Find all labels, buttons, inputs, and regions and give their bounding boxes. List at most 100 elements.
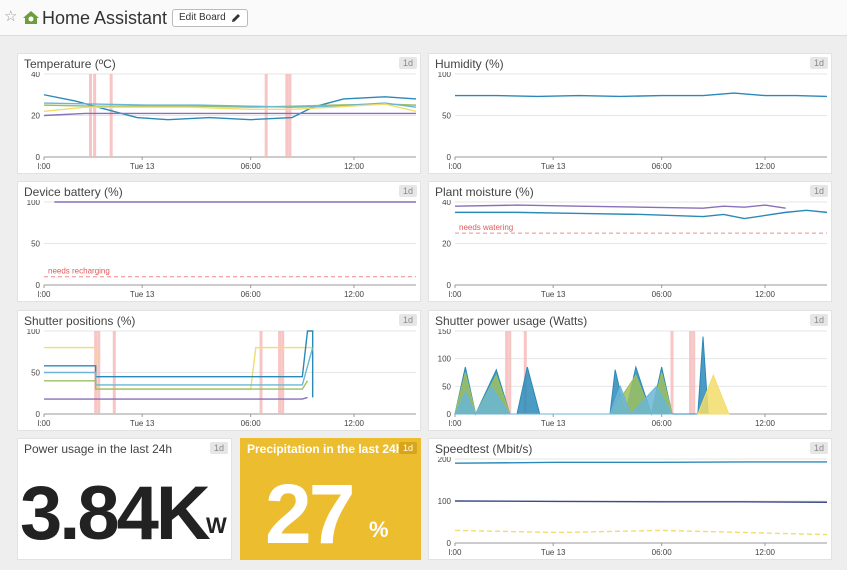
battery-tile[interactable]: Device battery (%) 1d 0 50 100 l:00 Tue 13 06…	[17, 181, 421, 302]
period-badge[interactable]: 1d	[398, 185, 417, 197]
x-tick-label: 06:00	[652, 290, 673, 299]
series-line-3	[44, 380, 309, 390]
edit-board-label: Edit Board	[179, 12, 226, 23]
series-line-0	[454, 461, 827, 464]
speedtest-tile[interactable]: Speedtest (Mbit/s) 1d 0 100 200 l:00 Tue 13 0…	[428, 438, 832, 560]
event-band	[259, 331, 263, 414]
series-line-1	[455, 209, 828, 220]
x-tick-label: Tue 13	[130, 290, 155, 299]
moisture-tile[interactable]: Plant moisture (%) 1d 0 20 40 l:00 Tue 13 06:…	[428, 181, 832, 302]
event-band	[264, 74, 268, 157]
y-tick-label: 0	[36, 281, 41, 290]
x-tick-label: l:00	[38, 419, 51, 428]
y-tick-label: 50	[442, 382, 451, 391]
period-badge[interactable]: 1d	[809, 185, 828, 197]
tile-title: Temperature (ºC)	[24, 57, 116, 71]
event-band	[89, 74, 92, 157]
tile-title: Device battery (%)	[24, 185, 123, 199]
tile-title: Precipitation in the last 24h	[247, 442, 404, 456]
shutter-power-chart: 0 50 100 150 l:00 Tue 13 06:00 12:00	[438, 329, 827, 428]
x-tick-label: Tue 13	[541, 419, 566, 428]
y-tick-label: 40	[31, 72, 40, 79]
app-title: Home Assistant	[42, 8, 168, 28]
moisture-chart: 0 20 40 l:00 Tue 13 06:00 12:00 needs watering	[442, 200, 828, 299]
edit-board-button[interactable]: Edit Board	[172, 9, 248, 27]
tile-title: Plant moisture (%)	[435, 185, 534, 199]
event-band	[670, 331, 674, 414]
y-tick-label: 100	[438, 72, 452, 79]
event-band	[97, 331, 101, 414]
event-band	[281, 331, 285, 414]
y-tick-label: 50	[31, 369, 40, 378]
shutter-positions-tile[interactable]: Shutter positions (%) 1d 0 50 100 l:00 Tue 1…	[17, 310, 421, 431]
period-badge[interactable]: 1d	[209, 442, 228, 454]
event-band	[689, 331, 693, 414]
event-band	[93, 74, 97, 157]
threshold-label: needs watering	[459, 223, 513, 232]
event-band	[692, 331, 696, 414]
event-band	[288, 74, 292, 157]
y-tick-label: 0	[447, 153, 452, 162]
y-tick-label: 0	[447, 539, 452, 548]
event-band	[508, 331, 512, 414]
period-badge[interactable]: 1d	[809, 57, 828, 69]
humidity-chart: 0 50 100 l:00 Tue 13 06:00 12:00	[438, 72, 828, 171]
y-tick-label: 200	[438, 457, 452, 464]
y-tick-label: 50	[31, 240, 40, 249]
y-tick-label: 0	[447, 410, 452, 419]
period-badge[interactable]: 1d	[809, 442, 828, 454]
series-line-0	[455, 92, 828, 98]
temperature-tile[interactable]: Temperature (ºC) 1d 0 20 40 l:00 Tue 13 06:00…	[17, 53, 421, 174]
x-tick-label: 12:00	[755, 419, 776, 428]
period-badge[interactable]: 1d	[398, 314, 417, 326]
series-line-2	[43, 102, 417, 108]
period-badge[interactable]: 1d	[398, 57, 417, 69]
period-badge[interactable]: 1d	[398, 442, 417, 454]
tile-title: Humidity (%)	[435, 57, 504, 71]
pencil-icon	[232, 14, 240, 22]
x-tick-label: Tue 13	[541, 162, 566, 171]
x-tick-label: Tue 13	[130, 162, 155, 171]
y-tick-label: 100	[27, 200, 41, 207]
humidity-tile[interactable]: Humidity (%) 1d 0 50 100 l:00 Tue 13 06:00 12:…	[428, 53, 832, 174]
y-tick-label: 20	[442, 240, 451, 249]
x-tick-label: 06:00	[652, 419, 673, 428]
top-bar: ☆ Home Assistant Edit Board	[0, 0, 847, 36]
series-line-0	[44, 346, 313, 390]
power-usage-tile[interactable]: Power usage in the last 24h 1d 3.84K W	[17, 438, 232, 560]
event-band	[505, 331, 509, 414]
series-line-3	[43, 103, 417, 113]
y-tick-label: 0	[36, 153, 41, 162]
event-band	[523, 331, 527, 414]
series-line-4	[44, 396, 308, 400]
y-tick-label: 100	[438, 355, 452, 364]
x-tick-label: l:00	[449, 548, 462, 557]
event-band	[278, 331, 282, 414]
power-usage-unit: W	[206, 513, 227, 538]
series-line-0	[454, 204, 786, 209]
period-badge[interactable]: 1d	[809, 314, 828, 326]
shutter-positions-chart: 0 50 100 l:00 Tue 13 06:00 12:00	[27, 329, 416, 428]
star-icon[interactable]: ☆	[4, 8, 18, 25]
y-tick-label: 50	[442, 112, 451, 121]
x-tick-label: 12:00	[344, 419, 365, 428]
tile-title: Shutter positions (%)	[24, 314, 136, 328]
series-line-1	[454, 500, 828, 503]
battery-chart: 0 50 100 l:00 Tue 13 06:00 12:00 needs rechargi…	[27, 200, 416, 299]
x-tick-label: Tue 13	[541, 290, 566, 299]
precipitation-value: 27	[265, 467, 355, 561]
x-tick-label: l:00	[449, 419, 462, 428]
series-line-4	[43, 112, 416, 117]
y-tick-label: 0	[36, 410, 41, 419]
x-tick-label: 12:00	[344, 290, 365, 299]
series-area-3	[454, 384, 673, 416]
threshold-label: needs recharging	[48, 267, 110, 276]
y-tick-label: 100	[438, 497, 452, 506]
series-line-1	[44, 330, 314, 398]
x-tick-label: l:00	[38, 290, 51, 299]
precipitation-unit: %	[369, 517, 389, 542]
shutter-power-tile[interactable]: Shutter power usage (Watts) 1d 0 50 100 150…	[428, 310, 832, 431]
x-tick-label: l:00	[449, 162, 462, 171]
x-tick-label: 06:00	[241, 290, 262, 299]
precipitation-tile[interactable]: Precipitation in the last 24h 1d 27 %	[240, 438, 421, 560]
